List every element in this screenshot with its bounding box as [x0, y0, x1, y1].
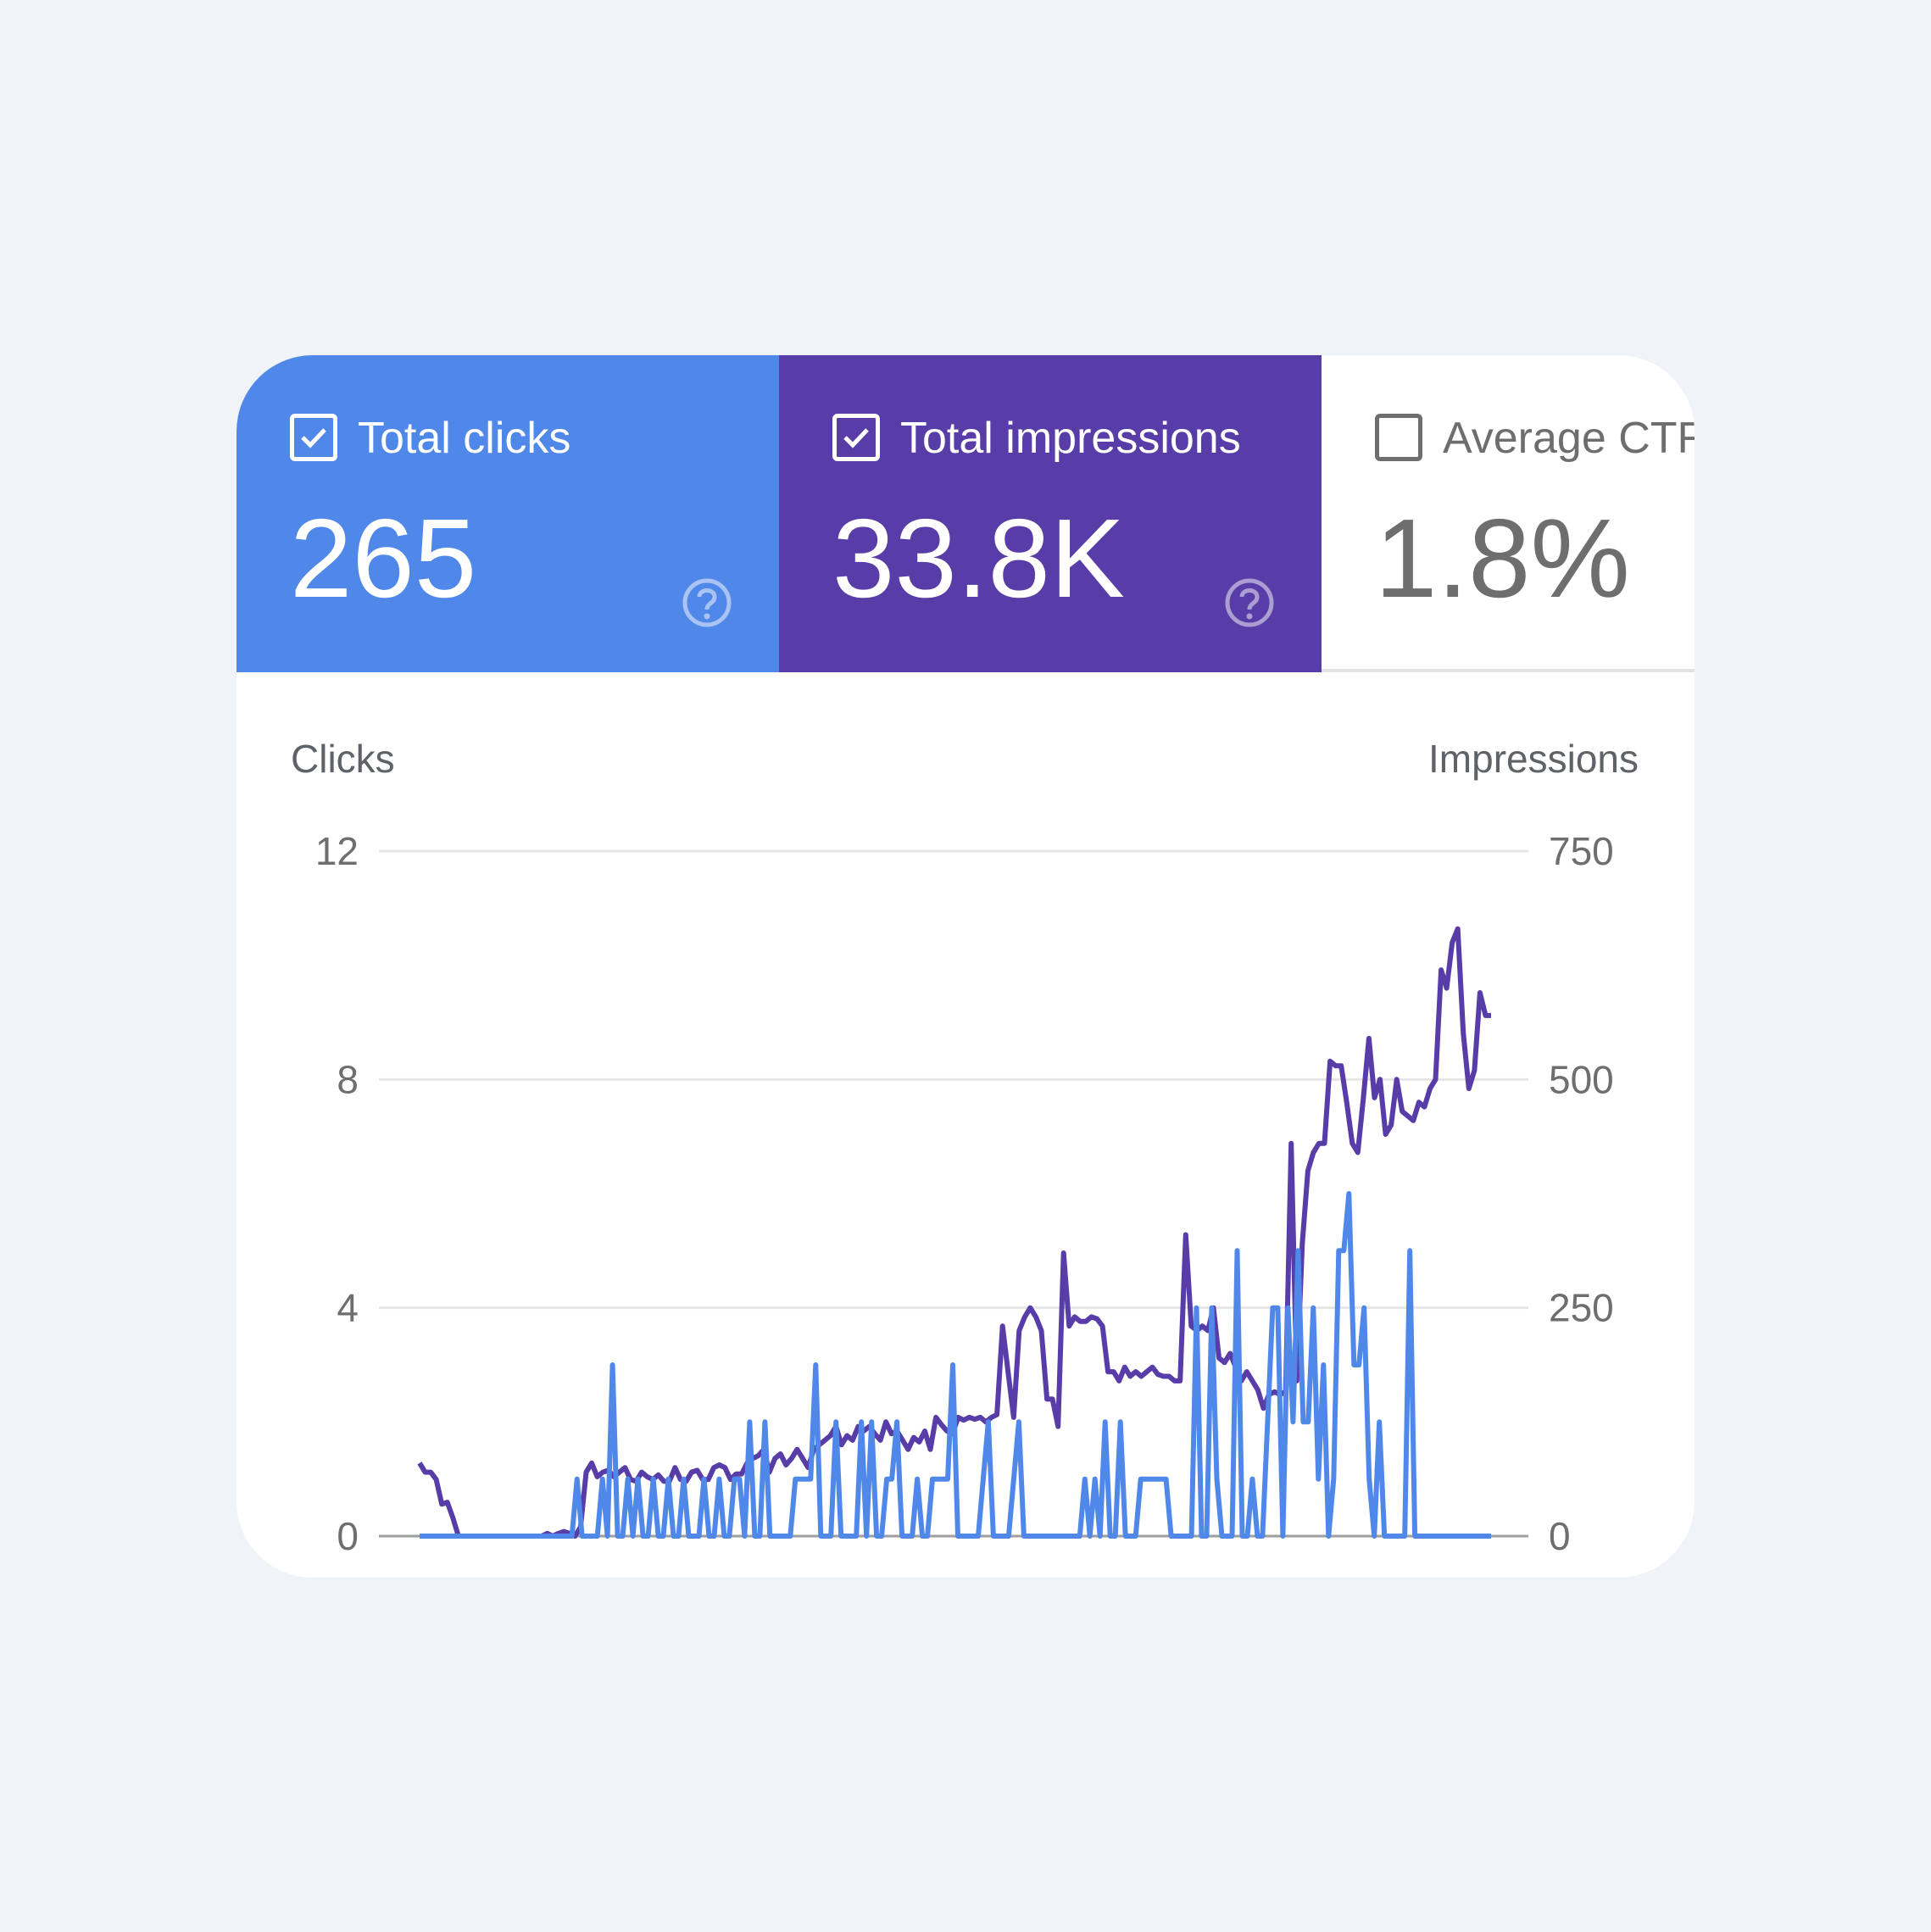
help-circle-icon[interactable] — [682, 577, 732, 628]
left-tick-label: 8 — [337, 1057, 359, 1101]
right-axis-title: Impressions — [1428, 737, 1639, 781]
tab-total-impressions[interactable]: Total impressions 33.8K — [779, 355, 1322, 672]
tab-label: Total clicks — [358, 414, 571, 463]
left-tick-label: 0 — [337, 1514, 359, 1558]
help-circle-icon[interactable] — [1224, 577, 1275, 628]
left-tick-label: 12 — [315, 829, 359, 873]
metric-value: 265 — [290, 496, 477, 621]
metric-value: 1.8% — [1375, 496, 1630, 621]
check-icon[interactable] — [290, 414, 337, 461]
right-tick-label: 250 — [1549, 1286, 1614, 1330]
tick-labels: 00425085001275012/07/202407/09/202403/11… — [315, 829, 1614, 1558]
performance-card: Total clicks 265 Total impressions 33.8K… — [237, 355, 1694, 1578]
series-line-clicks — [420, 1191, 1491, 1539]
empty-checkbox-icon[interactable] — [1375, 414, 1422, 461]
metric-value: 33.8K — [832, 496, 1125, 621]
right-tick-label: 500 — [1549, 1057, 1614, 1101]
performance-chart: Clicks Impressions 00425085001275012/07/… — [291, 737, 1639, 1558]
chart-area: Clicks Impressions 00425085001275012/07/… — [237, 676, 1694, 1578]
tab-average-ctr[interactable]: Average CTR 1.8% — [1322, 355, 1694, 672]
right-tick-label: 0 — [1549, 1514, 1571, 1558]
left-tick-label: 4 — [337, 1286, 359, 1330]
series-lines — [417, 926, 1491, 1539]
tab-label: Average CTR — [1443, 414, 1694, 463]
right-tick-label: 750 — [1549, 829, 1614, 873]
metric-tabs: Total clicks 265 Total impressions 33.8K… — [237, 355, 1694, 672]
tab-label: Total impressions — [900, 414, 1241, 463]
left-axis-title: Clicks — [291, 737, 395, 781]
tab-total-clicks[interactable]: Total clicks 265 — [237, 355, 779, 672]
check-icon[interactable] — [832, 414, 880, 461]
